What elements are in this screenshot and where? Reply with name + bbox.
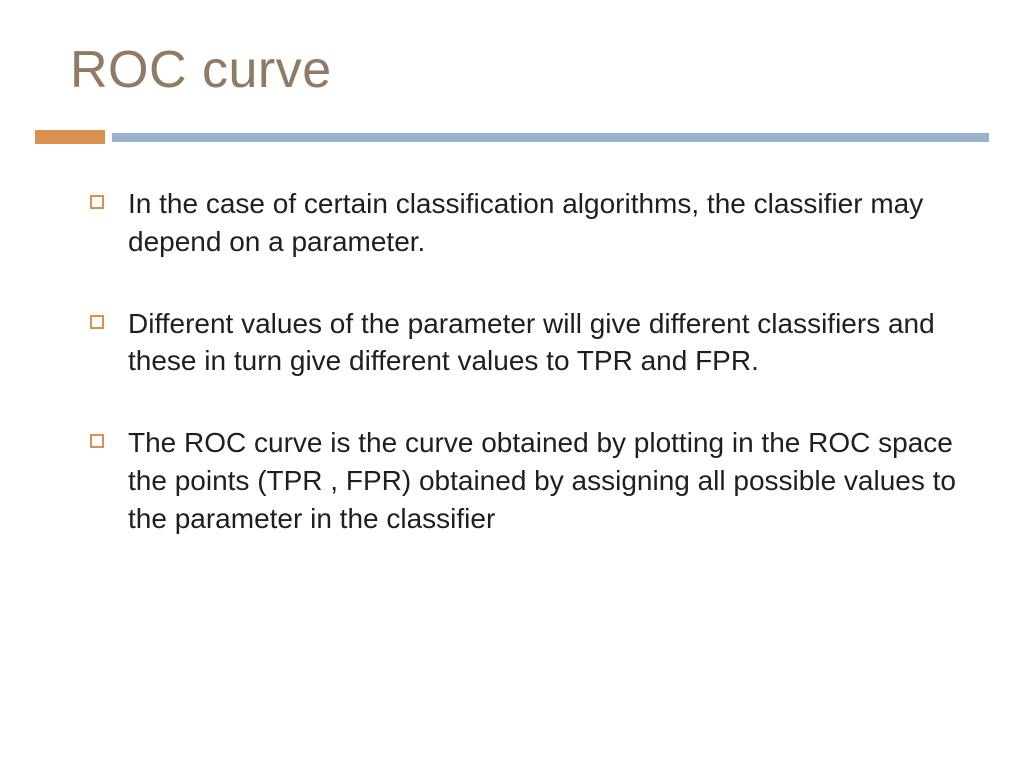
content-area: In the case of certain classification al… — [90, 185, 964, 582]
rule-main-bar — [112, 133, 989, 142]
title-rule — [0, 130, 1024, 144]
list-item-text: The ROC curve is the curve obtained by p… — [128, 427, 956, 534]
list-item: Different values of the parameter will g… — [90, 305, 964, 381]
slide-title: ROC curve — [70, 40, 332, 100]
rule-accent-block — [35, 130, 105, 144]
slide: ROC curve In the case of certain classif… — [0, 0, 1024, 768]
bullet-list: In the case of certain classification al… — [90, 185, 964, 538]
bullet-square-icon — [90, 315, 104, 329]
bullet-square-icon — [90, 434, 104, 448]
list-item-text: Different values of the parameter will g… — [128, 308, 935, 377]
list-item-text: In the case of certain classification al… — [128, 188, 923, 257]
list-item: The ROC curve is the curve obtained by p… — [90, 424, 964, 537]
bullet-square-icon — [90, 195, 104, 209]
list-item: In the case of certain classification al… — [90, 185, 964, 261]
